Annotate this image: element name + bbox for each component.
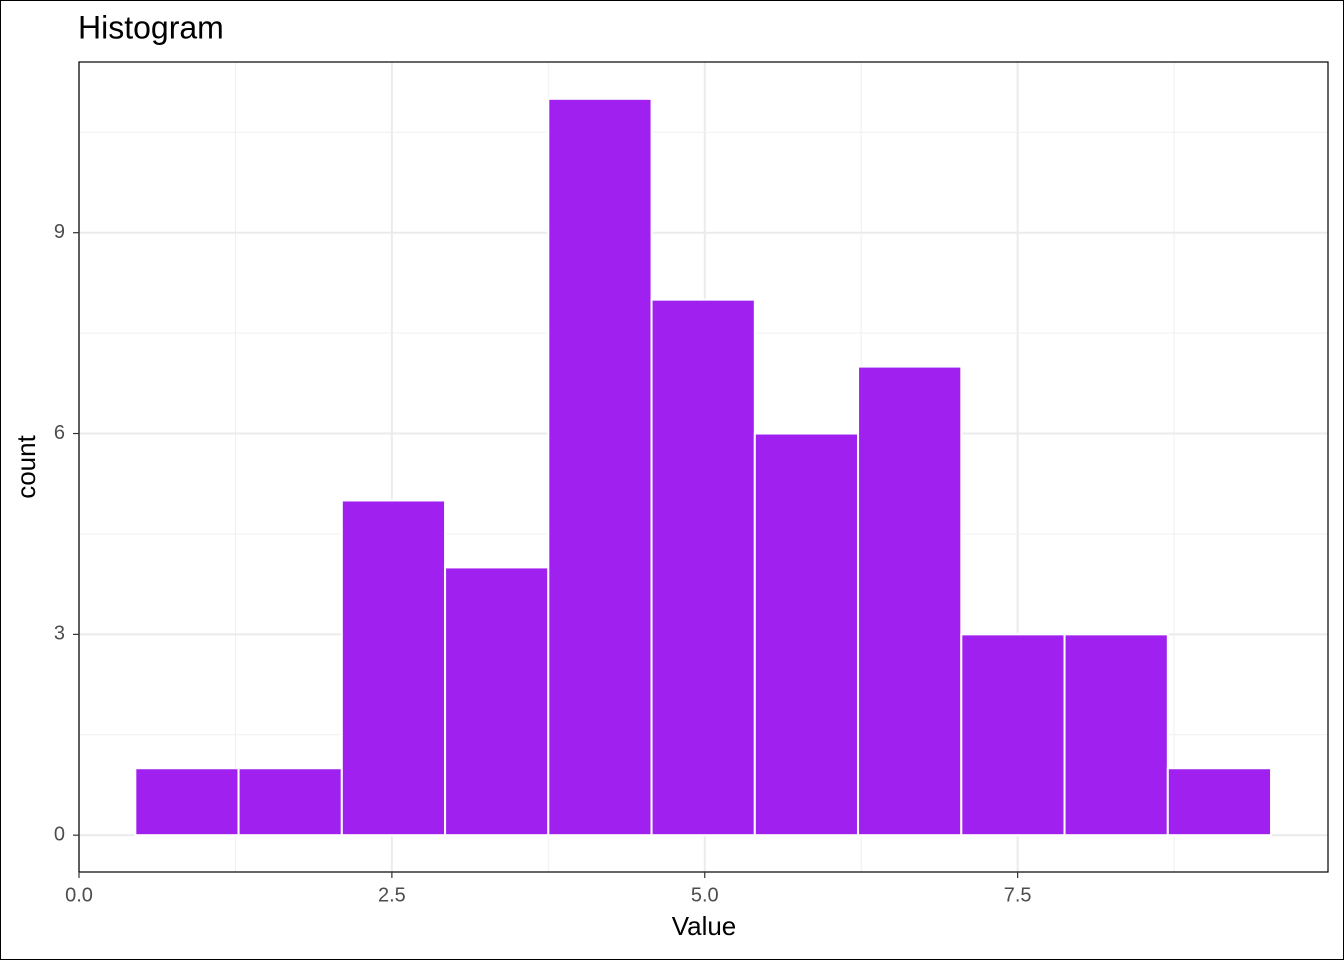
y-tick-label: 9	[54, 221, 65, 243]
bar	[753, 432, 860, 837]
chart-title: Histogram	[78, 9, 224, 45]
bar	[340, 499, 447, 837]
bar	[1063, 633, 1169, 837]
x-tick-label: 2.5	[378, 884, 406, 906]
panel-border	[78, 61, 1329, 873]
y-tick-label: 0	[54, 823, 65, 845]
x-tick-label: 0.0	[65, 884, 93, 906]
bar	[1166, 767, 1273, 837]
bar	[237, 767, 343, 837]
bar	[857, 365, 963, 837]
y-tick-label: 6	[54, 422, 65, 444]
y-axis-title: count	[11, 434, 41, 498]
bar	[444, 566, 550, 837]
bar	[650, 298, 756, 837]
bars	[134, 97, 1273, 837]
x-tick-label: 7.5	[1004, 884, 1032, 906]
y-tick-label: 3	[54, 623, 65, 645]
x-axis-title: Value	[672, 911, 737, 941]
bar	[134, 767, 240, 837]
bar	[960, 633, 1066, 837]
x-tick-label: 5.0	[691, 884, 719, 906]
bar	[547, 97, 653, 837]
